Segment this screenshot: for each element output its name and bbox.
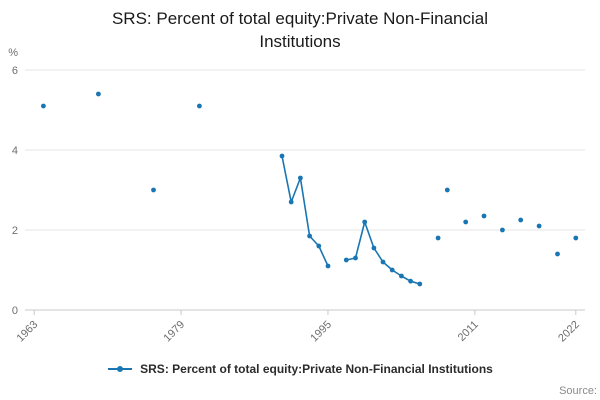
data-point xyxy=(307,233,312,239)
data-point xyxy=(371,245,377,251)
data-point xyxy=(555,251,560,257)
data-point xyxy=(41,103,46,109)
y-tick-label: 6 xyxy=(12,65,18,77)
data-point xyxy=(353,255,358,261)
legend-item[interactable]: SRS: Percent of total equity:Private Non… xyxy=(107,362,493,376)
chart-plot: 0 2 4 6% 1963 1979 1995 2011 2022 xyxy=(8,47,585,345)
data-point xyxy=(343,257,349,263)
chart-title: SRS: Percent of total equity:Private Non… xyxy=(111,9,489,51)
data-point xyxy=(417,281,423,287)
data-point xyxy=(96,91,101,97)
data-point xyxy=(380,259,386,265)
data-point xyxy=(316,243,322,249)
x-tick-label: 1995 xyxy=(308,319,334,345)
data-point xyxy=(325,263,331,269)
source-label: Source: xyxy=(559,385,597,397)
y-tick-label: 0 xyxy=(12,305,18,317)
data-point xyxy=(298,175,303,181)
data-point xyxy=(151,187,156,193)
x-tick-label: 1979 xyxy=(161,319,187,345)
data-point xyxy=(408,278,413,284)
data-point xyxy=(500,227,505,233)
data-point xyxy=(463,219,469,225)
data-point xyxy=(444,187,450,193)
y-tick-label: 2 xyxy=(12,225,18,237)
x-tick-label: 2022 xyxy=(556,319,582,345)
data-point xyxy=(197,103,202,109)
x-tick-label: 2011 xyxy=(456,319,481,344)
data-point xyxy=(435,235,441,241)
data-point xyxy=(573,235,579,241)
legend-marker-icon xyxy=(108,366,133,372)
x-tick-label: 1963 xyxy=(15,319,41,345)
data-point xyxy=(536,223,542,229)
data-point xyxy=(288,199,294,205)
legend-label: SRS: Percent of total equity:Private Non… xyxy=(140,362,493,376)
legend: SRS: Percent of total equity:Private Non… xyxy=(0,362,600,376)
data-point xyxy=(362,219,368,225)
data-point xyxy=(279,153,285,159)
y-axis-unit-label: % xyxy=(8,47,18,59)
y-tick-label: 4 xyxy=(12,145,18,157)
data-point xyxy=(389,267,395,273)
data-point xyxy=(481,213,487,219)
data-point xyxy=(518,217,524,223)
data-point xyxy=(399,273,404,279)
